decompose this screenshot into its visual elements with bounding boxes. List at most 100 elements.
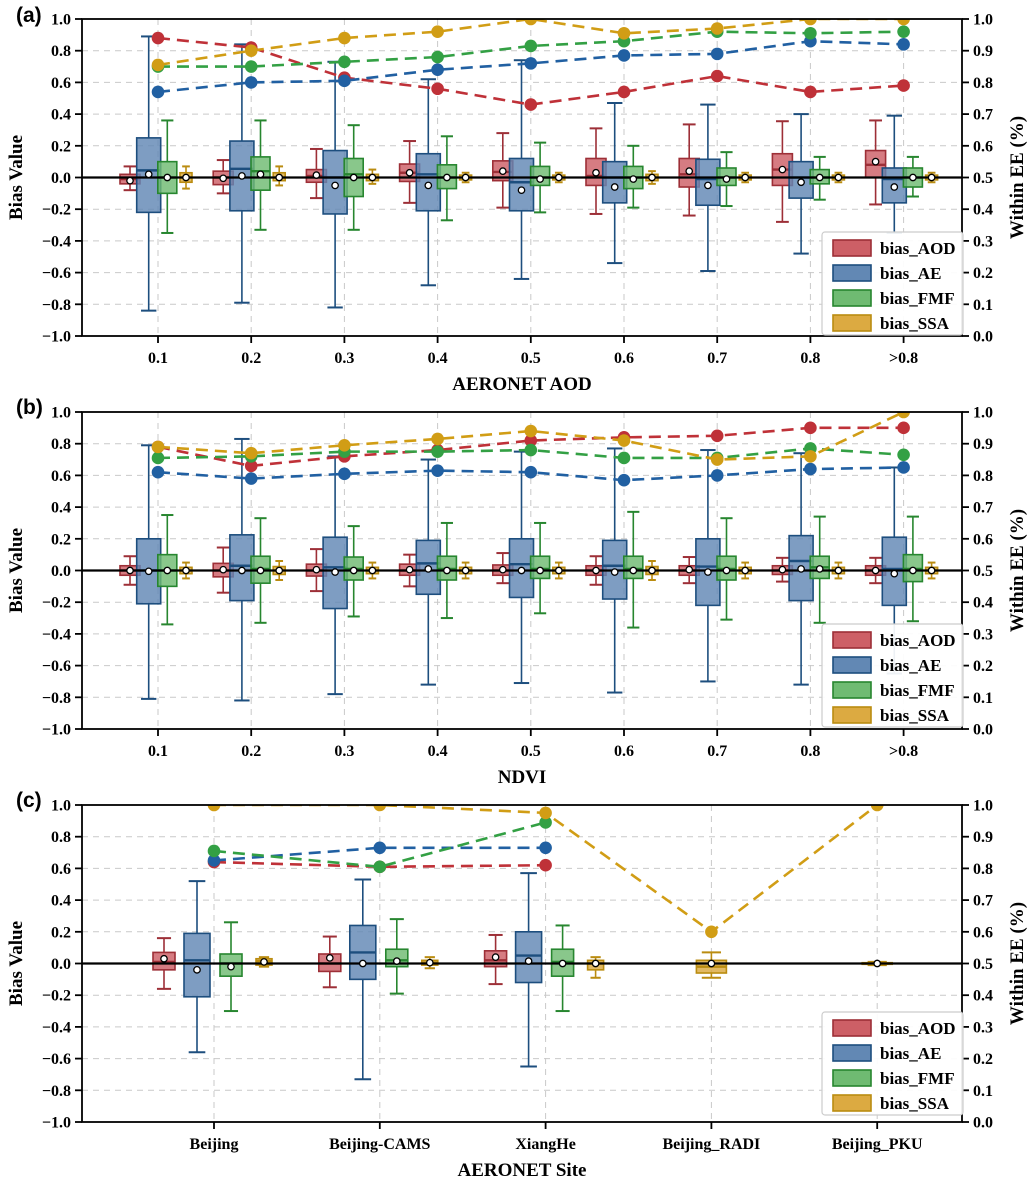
left-tick-label: −0.6	[42, 265, 71, 282]
ee-marker-bias_SSA	[897, 412, 910, 419]
left-tick-label: −1.0	[42, 1115, 71, 1132]
ee-marker-bias_AE	[524, 465, 538, 479]
left-tick-label: 0.8	[51, 43, 71, 60]
right-tick-label: 0.1	[973, 297, 993, 314]
left-tick-label: 0.2	[51, 531, 71, 548]
mean-marker-bias_AOD	[405, 565, 414, 574]
mean-markers	[126, 157, 936, 195]
right-tick-label: 0.0	[973, 329, 993, 346]
mean-marker-bias_SSA	[707, 959, 716, 968]
legend-label-bias_AE: bias_AE	[880, 1044, 941, 1063]
x-axis-title: NDVI	[498, 767, 547, 788]
mean-marker-bias_SSA	[275, 173, 284, 182]
ee-marker-bias_FMF	[373, 860, 387, 874]
ee-line-bias_AE	[157, 466, 904, 482]
axis-ticks: 1.0 0.8 0.6 0.4 0.2 0.0 −0.2 −0.4 −0.6 −0.8 −1.0 1.…	[42, 405, 993, 761]
mean-marker-bias_FMF	[349, 566, 358, 575]
mean-marker-bias_AE	[358, 959, 367, 968]
left-tick-label: −0.4	[42, 1019, 71, 1036]
right-tick-label: 0.4	[973, 595, 993, 612]
mean-marker-bias_FMF	[909, 566, 917, 575]
x-tick-label: 0.4	[428, 350, 448, 367]
right-tick-label: 0.2	[973, 658, 993, 675]
x-tick-label: 0.2	[241, 743, 261, 760]
x-tick-label: >0.8	[889, 743, 918, 760]
mean-marker-bias_AOD	[592, 566, 600, 575]
left-tick-label: 0.6	[51, 75, 71, 92]
left-tick-label: 0.0	[51, 170, 71, 187]
mean-marker-bias_SSA	[182, 173, 190, 182]
left-tick-label: −0.4	[42, 626, 71, 643]
legend-swatch-bias_AE	[832, 1044, 872, 1062]
mean-marker-bias_SSA	[648, 566, 656, 575]
mean-marker-bias_SSA	[927, 566, 936, 575]
ee-marker-bias_SSA	[870, 805, 884, 812]
box	[183, 932, 211, 998]
ee-marker-bias_AE	[431, 63, 444, 77]
mean-marker-bias_FMF	[722, 566, 731, 575]
ee-marker-bias_SSA	[804, 450, 817, 463]
x-axis-title: AERONET AOD	[452, 374, 592, 395]
x-tick-label: >0.8	[889, 350, 918, 367]
mean-marker-bias_SSA	[648, 173, 656, 182]
left-tick-label: −0.8	[42, 297, 71, 314]
ee-marker-bias_SSA	[338, 31, 351, 45]
mean-marker-bias_FMF	[349, 173, 358, 182]
mean-marker-bias_AOD	[219, 565, 228, 574]
mean-marker-bias_FMF	[629, 566, 638, 575]
ee-marker-bias_AOD	[897, 79, 910, 92]
ee-marker-bias_FMF	[338, 55, 351, 69]
legend-box	[821, 1011, 964, 1116]
right-tick-label: 0.3	[973, 233, 993, 250]
mean-marker-bias_AOD	[325, 954, 334, 962]
x-tick-label: Beijing_RADI	[663, 1136, 761, 1153]
ee-line-bias_SSA	[157, 19, 904, 67]
mean-marker-bias_SSA	[461, 566, 470, 575]
ee-marker-bias_FMF	[431, 445, 444, 458]
mean-marker-bias_SSA	[591, 959, 600, 968]
mean-marker-bias_AE	[704, 568, 712, 576]
box-series-bias_AE	[183, 872, 543, 1081]
mean-marker-bias_AOD	[219, 174, 228, 183]
legend-label-bias_AOD: bias_AOD	[880, 631, 956, 650]
ee-lines	[151, 412, 910, 487]
right-tick-label: 0.9	[973, 43, 993, 60]
legend-label-bias_SSA: bias_SSA	[880, 314, 950, 333]
ee-marker-bias_AOD	[804, 85, 817, 99]
panel-tag-c: (c)	[16, 789, 42, 812]
x-tick-label: 0.6	[614, 743, 634, 760]
mean-marker-bias_SSA	[275, 566, 284, 575]
ee-marker-bias_AE	[897, 461, 910, 474]
mean-marker-bias_AE	[424, 181, 433, 190]
left-tick-label: −0.2	[42, 595, 71, 612]
panel-b: 1.0 0.8 0.6 0.4 0.2 0.0 −0.2 −0.4 −0.6 −0.8 −1.0 1.…	[6, 405, 1028, 789]
left-tick-label: 0.6	[51, 861, 71, 878]
ee-marker-bias_AE	[207, 854, 221, 867]
legend-swatch-bias_AE	[832, 264, 872, 282]
mean-marker-bias_AE	[797, 565, 805, 573]
x-tick-label: 0.3	[334, 350, 354, 367]
legend: bias_AOD bias_AE bias_FMF bias_SSA	[821, 231, 964, 336]
legend-swatch-bias_AOD	[832, 239, 872, 257]
ee-marker-bias_AE	[897, 38, 910, 51]
ee-marker-bias_SSA	[617, 434, 631, 447]
ee-marker-bias_SSA	[804, 19, 817, 26]
mean-marker-bias_SSA	[368, 566, 377, 575]
mean-marker-bias_AE	[193, 965, 201, 974]
mean-marker-bias_SSA	[461, 173, 470, 182]
ee-marker-bias_AE	[524, 57, 538, 70]
x-tick-label: Beijing_PKU	[832, 1136, 923, 1153]
mean-marker-bias_AE	[144, 170, 153, 179]
right-tick-label: 0.6	[973, 924, 993, 941]
x-tick-label: 0.3	[334, 743, 354, 760]
panel-a: 1.0 0.8 0.6 0.4 0.2 0.0 −0.2 −0.4 −0.6 −0.8 −1.0 1.…	[6, 12, 1028, 396]
left-tick-label: 1.0	[51, 798, 71, 815]
left-axis-title: Bias Value	[6, 921, 27, 1006]
ee-marker-bias_AE	[338, 74, 351, 88]
ee-marker-bias_SSA	[710, 453, 724, 466]
left-tick-label: 0.0	[51, 956, 71, 973]
legend-swatch-bias_FMF	[832, 289, 872, 307]
mean-marker-bias_SSA	[873, 959, 882, 968]
